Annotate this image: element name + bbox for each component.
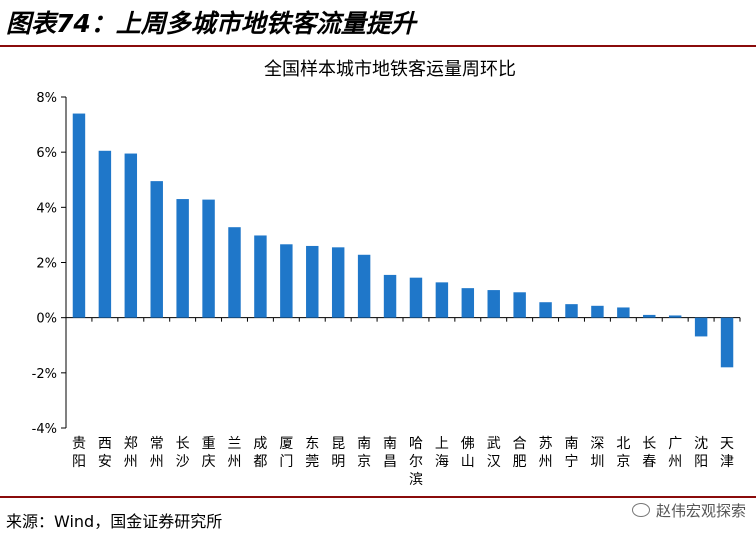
x-tick-label: 上海	[435, 436, 449, 470]
x-tick-label: 常州	[150, 436, 164, 470]
bar-天津	[720, 317, 734, 368]
watermark: 赵伟宏观探索	[631, 500, 746, 521]
bar-南昌	[383, 274, 397, 318]
x-tick-label: 广州	[668, 436, 682, 470]
bar-佛山	[461, 288, 475, 318]
figure-title: 图表74：上周多城市地铁客流量提升	[6, 9, 416, 38]
bar-上海	[435, 282, 449, 318]
x-tick-label: 成都	[253, 436, 267, 470]
x-tick-label: 长春	[642, 436, 656, 470]
x-tick-label: 南宁	[565, 436, 579, 470]
bar-西安	[98, 150, 112, 318]
bar-长沙	[176, 199, 189, 318]
y-tick-label: 8%	[36, 91, 57, 106]
bar-郑州	[124, 153, 138, 318]
bar-重庆	[202, 199, 215, 318]
bar-厦门	[280, 244, 293, 318]
y-tick-label: 6%	[36, 146, 57, 161]
wechat-icon	[631, 503, 650, 517]
bar-深圳	[591, 305, 604, 318]
y-axis: -4% -2% 0% 2% 4% 6% 8%	[32, 91, 741, 437]
y-tick-label: 0%	[36, 312, 57, 327]
bar-合肥	[513, 292, 526, 318]
x-tick-label: 厦门	[279, 436, 293, 470]
bar-广州	[668, 315, 682, 318]
bottom-rule	[0, 496, 756, 498]
x-tick-label: 重庆	[202, 436, 216, 470]
x-tick-label: 合肥	[513, 436, 527, 470]
bar-贵阳	[72, 113, 86, 318]
x-tick-label: 兰州	[228, 436, 242, 470]
x-tick-label: 北京	[616, 436, 630, 470]
watermark-text: 赵伟宏观探索	[655, 502, 746, 520]
bar-兰州	[228, 227, 241, 318]
x-tick-label: 东莞	[305, 436, 319, 470]
bar-南宁	[565, 304, 578, 318]
x-tick-label: 西安	[98, 436, 112, 470]
x-tick-label: 南昌	[383, 436, 397, 470]
y-tick-label: 4%	[36, 201, 57, 216]
bar-东莞	[306, 245, 319, 318]
bars	[72, 113, 734, 368]
bar-哈尔滨	[409, 277, 423, 318]
bar-南京	[357, 254, 371, 318]
source-note: 来源：Wind，国金证券研究所	[6, 512, 223, 531]
x-tick-label: 贵阳	[72, 436, 86, 470]
bar-chart: 全国样本城市地铁客运量周环比 -4% -2% 0% 2% 4% 6% 8% 贵阳西安郑州常州…	[32, 59, 741, 488]
bar-沈阳	[694, 317, 708, 337]
x-tick-label: 天津	[720, 436, 734, 470]
x-tick-label: 哈尔滨	[409, 436, 423, 488]
top-rule	[0, 45, 756, 47]
x-tick-label: 佛山	[461, 436, 475, 470]
x-tick-label: 郑州	[124, 436, 138, 470]
x-tick-label: 长沙	[176, 436, 190, 470]
x-axis-labels: 贵阳西安郑州常州长沙重庆兰州成都厦门东莞昆明南京南昌哈尔滨上海佛山武汉合肥苏州南…	[72, 436, 734, 488]
y-tick-label: -4%	[32, 422, 57, 437]
bar-昆明	[331, 247, 345, 318]
x-tick-label: 南京	[357, 436, 371, 470]
x-tick-label: 武汉	[487, 436, 501, 470]
y-tick-label: -2%	[32, 367, 57, 382]
bar-武汉	[487, 290, 500, 318]
x-tick-label: 深圳	[590, 436, 604, 470]
x-tick-label: 沈阳	[694, 436, 708, 470]
y-tick-label: 2%	[36, 257, 57, 272]
bar-苏州	[539, 302, 552, 318]
bar-长春	[643, 314, 656, 318]
x-tick-label: 苏州	[539, 436, 553, 470]
chart-title: 全国样本城市地铁客运量周环比	[264, 59, 516, 80]
bar-北京	[617, 307, 630, 318]
bar-成都	[254, 235, 267, 318]
bar-常州	[150, 181, 163, 318]
x-tick-label: 昆明	[331, 436, 345, 470]
